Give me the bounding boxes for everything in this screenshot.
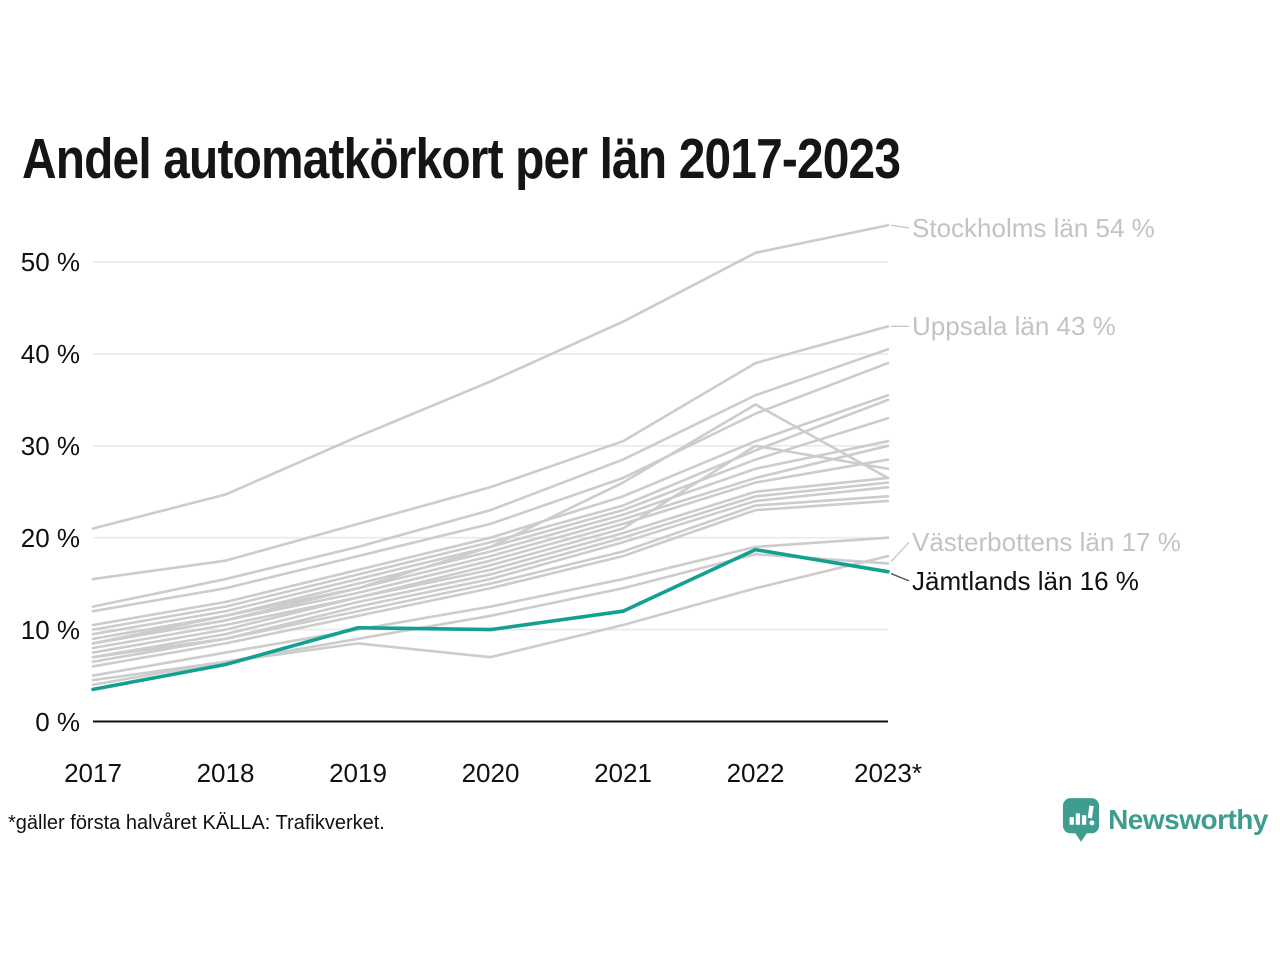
series-line [91, 393, 890, 627]
x-axis-tick-label: 2021 [594, 758, 652, 788]
series-end-label: Jämtlands län 16 % [912, 565, 1139, 596]
x-axis-tick-label: 2020 [461, 758, 520, 788]
y-axis-tick-label: 0 % [35, 706, 80, 737]
newsworthy-logo: Newsworthy [1062, 797, 1268, 843]
series-line [91, 536, 890, 677]
series-end-label: Uppsala län 43 % [912, 311, 1116, 342]
x-axis-tick-label: 2017 [64, 758, 122, 788]
series-line [91, 458, 890, 645]
series-line [91, 499, 890, 668]
series-line [91, 444, 890, 645]
series-line [91, 444, 890, 650]
annotation-leader [890, 541, 910, 563]
chart-title: Andel automatkörkort per län 2017-2023 [22, 127, 901, 191]
y-axis-tick-label: 40 % [20, 338, 80, 369]
series-line [91, 348, 890, 608]
series-end-label: Stockholms län 54 % [912, 212, 1155, 243]
x-axis-tick-label: 2023* [854, 758, 922, 788]
series-line-stockholms-ln [91, 223, 890, 530]
series-line [91, 398, 890, 631]
source-footnote: *gäller första halvåret KÄLLA: Trafikver… [8, 812, 385, 834]
series-line-vsterbottens-ln [91, 552, 890, 687]
annotation-leader [890, 572, 910, 582]
x-axis-tick-label: 2022 [726, 758, 785, 788]
newsworthy-logo-icon [1062, 797, 1100, 843]
newsworthy-wordmark: Newsworthy [1108, 804, 1268, 835]
series-line-jmtlands-ln [91, 547, 890, 692]
series-line-uppsala-ln [91, 325, 890, 581]
series-line [91, 476, 890, 654]
series-line [91, 495, 890, 664]
x-axis-tick-label: 2019 [329, 758, 387, 788]
series-line [91, 416, 890, 636]
y-axis-tick-label: 50 % [20, 247, 80, 277]
y-axis-tick-label: 20 % [20, 522, 80, 553]
y-axis-tick-label: 10 % [20, 614, 80, 645]
x-axis-tick-label: 2018 [196, 758, 255, 788]
series-line [91, 361, 890, 613]
annotation-leader [890, 224, 910, 229]
series-end-label: Västerbottens län 17 % [912, 527, 1181, 558]
series-line [91, 481, 890, 659]
y-axis-tick-label: 30 % [20, 430, 80, 461]
